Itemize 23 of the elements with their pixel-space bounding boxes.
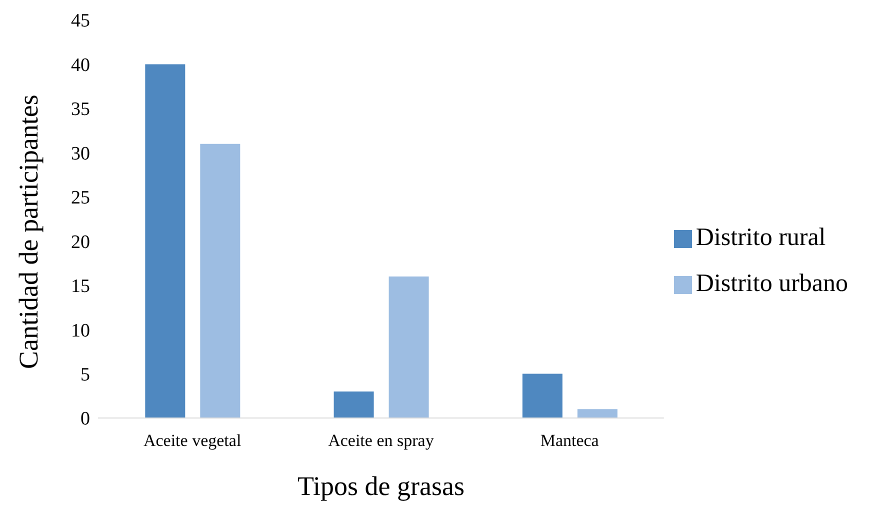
y-tick-label: 20: [71, 232, 90, 253]
bar: [200, 144, 240, 418]
bar: [577, 409, 618, 418]
x-tick-label: Aceite vegetal: [143, 431, 242, 450]
y-axis-title: Cantidad de participantes: [14, 94, 44, 369]
y-tick-label: 40: [71, 54, 90, 76]
y-tick-label: 25: [71, 188, 90, 209]
y-tick-label: 10: [71, 320, 90, 342]
bar: [145, 64, 186, 418]
y-tick-label: 45: [71, 10, 90, 32]
bar: [334, 391, 374, 418]
x-tick-label: Manteca: [540, 431, 600, 450]
bar: [388, 276, 429, 418]
y-tick-label: 0: [80, 408, 90, 430]
x-tick-label: Aceite en spray: [328, 431, 434, 450]
x-axis-title: Tipos de grasas: [297, 471, 464, 501]
legend-label: Distrito urbano: [696, 270, 848, 296]
y-tick-label: 5: [80, 364, 90, 386]
bar: [522, 374, 562, 418]
legend-label: Distrito rural: [696, 224, 826, 250]
y-tick-label: 15: [71, 276, 90, 298]
y-tick-label: 30: [71, 143, 90, 164]
y-tick-label: 35: [71, 99, 90, 120]
